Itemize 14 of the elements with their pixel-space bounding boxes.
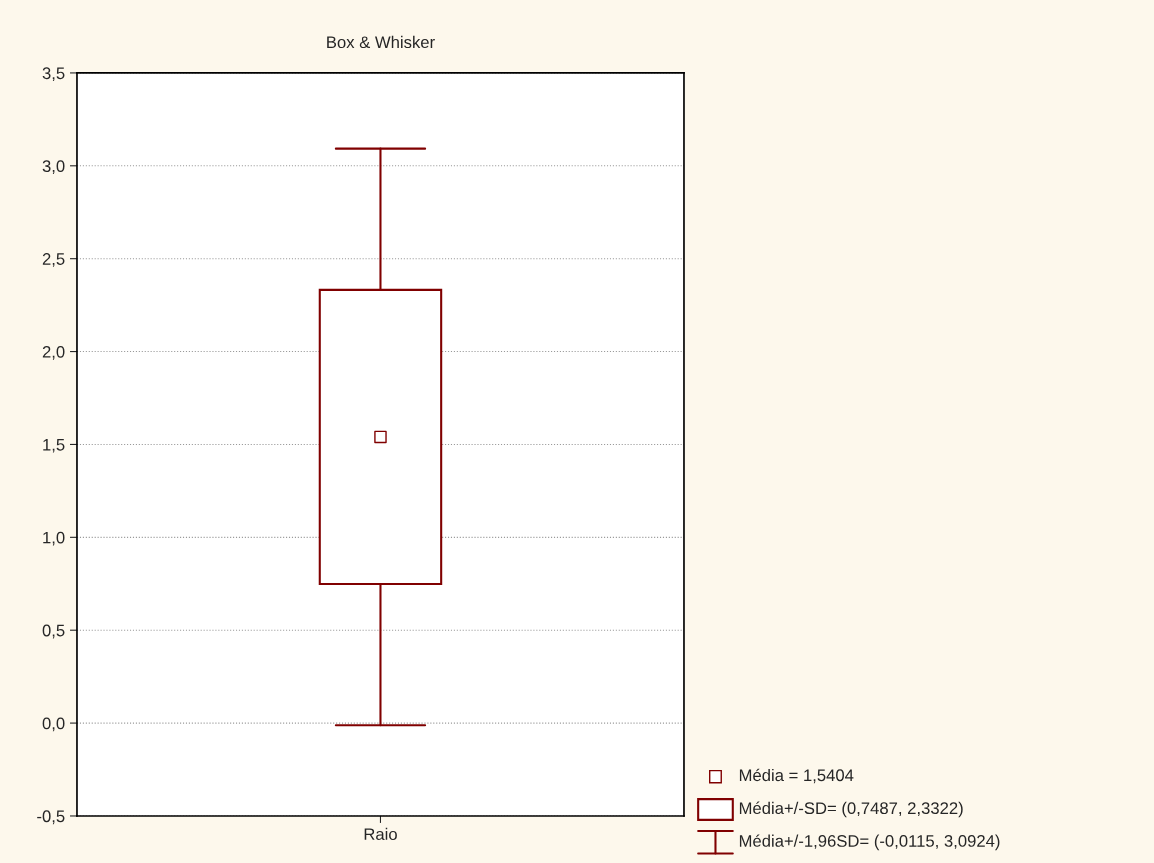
y-tick-label: 0,5 <box>42 624 65 639</box>
x-tick-label: Raio <box>364 827 397 841</box>
y-tick-label: 2,0 <box>42 345 65 360</box>
text: Média+/-1,96SD= (-0,0115, 3,0924) <box>739 834 1000 851</box>
y-tick-label: 1,0 <box>43 531 65 546</box>
chart-title: Box & Whisker <box>327 35 435 49</box>
y-tick-label: 2,5 <box>42 253 65 267</box>
y-tick-label: -0,5 <box>37 810 65 825</box>
y-tick-label: 1,5 <box>43 439 65 453</box>
text: Média+/-SD= (0,7487, 2,3322) <box>739 801 963 818</box>
y-tick-label: 0,0 <box>42 717 65 732</box>
y-tick-label: 3,0 <box>42 160 65 174</box>
text: Média = 1,5404 <box>739 768 854 784</box>
y-tick-label: 3,5 <box>42 67 65 82</box>
